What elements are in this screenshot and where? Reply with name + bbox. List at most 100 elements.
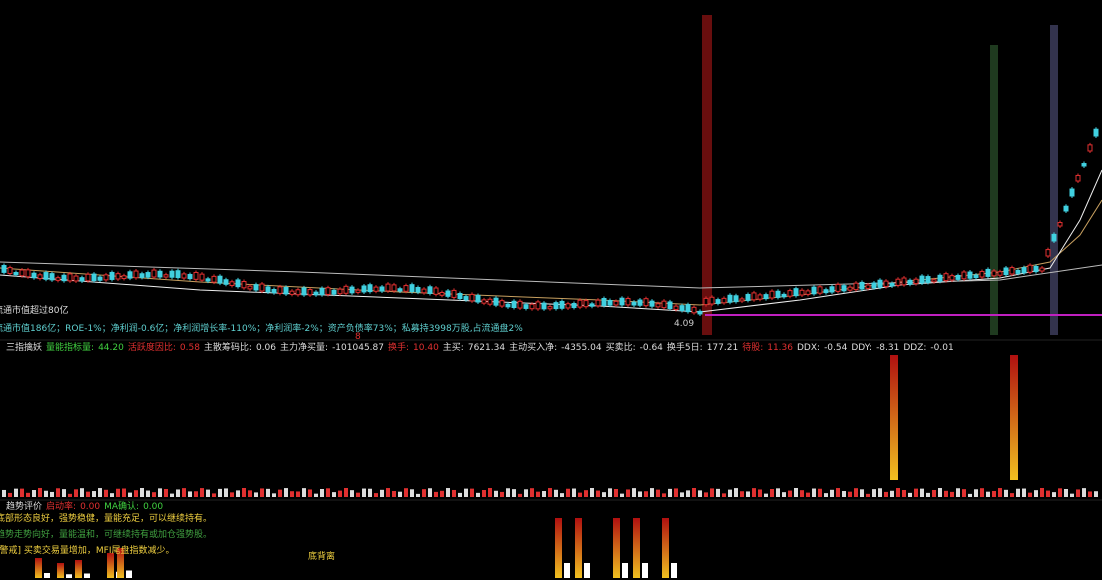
decor xyxy=(872,489,876,497)
decor xyxy=(13,272,19,276)
decor xyxy=(98,488,102,497)
decor xyxy=(343,285,349,294)
decor xyxy=(104,489,108,497)
decor xyxy=(1094,491,1098,497)
decor xyxy=(367,284,373,293)
decor xyxy=(548,488,552,497)
indicator-label: 待股: xyxy=(742,343,764,353)
signal-column xyxy=(1050,25,1058,335)
decor xyxy=(349,286,355,294)
decor xyxy=(642,563,648,578)
decor xyxy=(877,279,883,288)
decor xyxy=(577,299,583,308)
decor xyxy=(770,489,774,497)
decor xyxy=(817,286,823,294)
decor xyxy=(92,491,96,497)
decor xyxy=(37,274,43,280)
indicator-title: 三指擒妖 xyxy=(6,343,43,353)
decor xyxy=(956,488,960,497)
decor xyxy=(350,490,354,497)
decor xyxy=(793,288,799,297)
decor xyxy=(1051,233,1057,242)
decor xyxy=(661,300,667,309)
decor xyxy=(703,297,709,306)
decor xyxy=(805,290,811,295)
decor xyxy=(776,488,780,497)
decor xyxy=(1052,492,1056,497)
decor xyxy=(126,570,132,578)
decor xyxy=(356,492,360,497)
decor xyxy=(1046,490,1050,497)
notice: 流通市值超过80亿 xyxy=(0,306,69,316)
indicator-value: -0.64 xyxy=(639,343,663,353)
decor xyxy=(385,283,391,292)
decor xyxy=(914,488,918,497)
decor xyxy=(622,563,628,578)
decor xyxy=(218,488,222,497)
decor xyxy=(572,488,576,497)
decor xyxy=(404,488,408,497)
decor xyxy=(49,273,55,281)
decor xyxy=(499,300,505,307)
decor xyxy=(25,269,31,278)
decor xyxy=(463,296,469,301)
decor xyxy=(932,489,936,497)
decor xyxy=(643,298,649,307)
decor xyxy=(715,299,721,304)
decor xyxy=(553,302,559,310)
indicator-label: 买卖比: xyxy=(605,343,636,353)
decor xyxy=(985,268,991,277)
decor xyxy=(68,493,72,497)
decor xyxy=(788,490,792,497)
decor xyxy=(800,490,804,497)
decor xyxy=(1081,163,1087,167)
decor xyxy=(835,283,841,292)
decor xyxy=(680,492,684,497)
decor xyxy=(241,281,247,289)
decor xyxy=(625,298,631,306)
indicator-label: 主买: xyxy=(442,343,464,353)
decor xyxy=(127,271,133,279)
decor xyxy=(536,491,540,497)
decor xyxy=(656,489,660,497)
decor xyxy=(1009,267,1015,275)
decor xyxy=(931,279,937,283)
decor xyxy=(470,488,474,497)
decor xyxy=(361,285,367,293)
decor xyxy=(1076,489,1080,497)
decor xyxy=(145,272,151,278)
trend-value: 0.00 xyxy=(143,502,164,512)
decor xyxy=(655,303,661,308)
indicator-value: 11.36 xyxy=(767,343,793,353)
decor xyxy=(535,301,541,310)
decor xyxy=(836,488,840,497)
decor xyxy=(134,490,138,497)
decor xyxy=(566,488,570,497)
signal-column xyxy=(702,15,712,335)
decor xyxy=(529,303,535,310)
decor xyxy=(998,488,1002,497)
decor xyxy=(1034,490,1038,497)
decor xyxy=(913,278,919,285)
decor xyxy=(133,270,139,279)
decor xyxy=(907,279,913,285)
decor xyxy=(61,274,67,282)
decor xyxy=(32,490,36,497)
decor xyxy=(397,288,403,292)
decor xyxy=(416,493,420,497)
decor xyxy=(619,297,625,306)
decor xyxy=(812,488,816,497)
decor xyxy=(1022,488,1026,497)
decor xyxy=(1015,269,1021,274)
decor xyxy=(373,286,379,292)
trend-title: 趋势评价 xyxy=(6,502,43,512)
decor xyxy=(896,488,900,497)
decor xyxy=(1040,488,1044,497)
decor xyxy=(973,274,979,279)
decor xyxy=(122,488,126,497)
decor xyxy=(937,274,943,282)
decor xyxy=(110,493,114,497)
decor xyxy=(716,488,720,497)
decor xyxy=(908,492,912,497)
decor xyxy=(811,286,817,295)
